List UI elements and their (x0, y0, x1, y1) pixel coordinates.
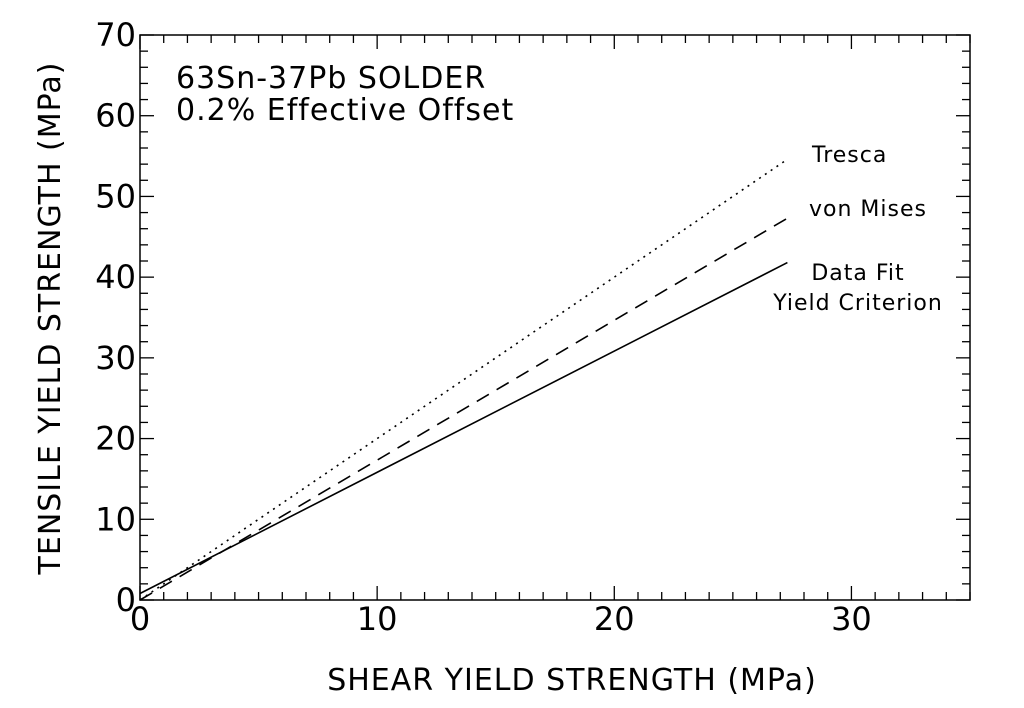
x-tick-label: 0 (130, 600, 150, 638)
y-tick-label: 30 (95, 339, 136, 377)
y-tick-label: 60 (95, 97, 136, 135)
chart-subtitle: 0.2% Effective Offset (176, 93, 514, 128)
y-axis-ticks: 0 10 20 30 40 50 60 70 (95, 16, 970, 619)
y-tick-label: 0 (116, 581, 136, 619)
chart-title: 63Sn-37Pb SOLDER (176, 61, 486, 96)
y-tick-label: 20 (95, 420, 136, 458)
x-tick-label: 20 (594, 600, 635, 638)
tresca-line (139, 158, 788, 601)
plot-frame (139, 34, 971, 601)
data-fit-line (139, 261, 788, 595)
data-fit-label: Data Fit (811, 261, 904, 286)
y-axis-label: TENSILE YIELD STRENGTH (MPa) (33, 62, 68, 576)
y-tick-label: 10 (95, 500, 136, 538)
x-tick-label: 30 (831, 600, 872, 638)
series-labels: Tresca von Mises Data Fit Yield Criterion (772, 143, 943, 316)
y-tick-label: 70 (95, 16, 136, 54)
von-mises-label: von Mises (809, 197, 927, 222)
y-tick-label: 40 (95, 258, 136, 296)
von-mises-line (139, 217, 788, 601)
tresca-label: Tresca (811, 143, 887, 168)
x-axis-ticks: 0 10 20 30 (130, 35, 971, 638)
x-axis-label: SHEAR YIELD STRENGTH (MPa) (327, 663, 817, 698)
data-fit-label: Yield Criterion (772, 291, 943, 316)
y-tick-label: 50 (95, 177, 136, 215)
x-tick-label: 10 (357, 600, 398, 638)
series-layer (139, 158, 788, 601)
